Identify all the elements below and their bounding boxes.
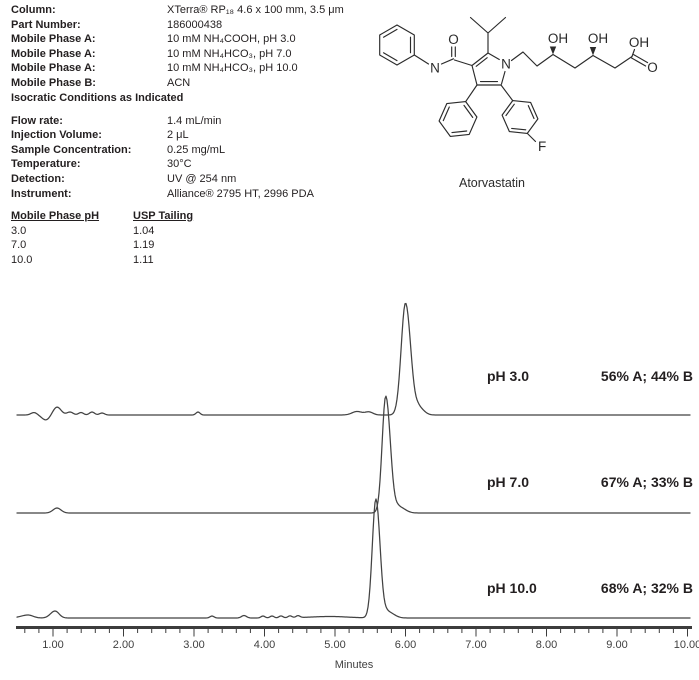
stereo-wedge-1 [549, 46, 557, 55]
usp-tailing-table: Mobile Phase pH USP Tailing 3.0 1.04 7.0 1.… [11, 209, 193, 267]
condition-label: Isocratic Conditions as Indicated [11, 91, 184, 104]
tick-label: 3.00 [183, 639, 204, 651]
mobile-phase-composition: 67% A; 33% B [600, 474, 693, 490]
condition-label: Mobile Phase A: [11, 62, 96, 75]
condition-row: Temperature: 30°C [11, 157, 356, 172]
axis-ticks [24, 629, 688, 637]
condition-row: Mobile Phase A: 10 mM NH₄HCO₃, pH 7.0 [11, 47, 356, 62]
condition-value: XTerra® RP₁₈ 4.6 x 100 mm, 3.5 μm [167, 4, 344, 16]
hydroxyl-2-label: OH [588, 31, 608, 46]
trace-paths [16, 302, 691, 619]
acid-oxygen-label: O [647, 60, 658, 75]
molecule-drawing: N O N OH OH OH O [379, 16, 658, 190]
usp-tailing-value: 1.19 [133, 239, 155, 252]
tick-label: 10.00 [674, 639, 699, 651]
mobile-phase-composition: 68% A; 32% B [600, 580, 693, 596]
condition-row: Flow rate: 1.4 mL/min [11, 114, 356, 129]
tick-label: 7.00 [465, 639, 486, 651]
ph-label: pH 3.0 [487, 368, 530, 384]
ph-label: pH 10.0 [487, 580, 537, 596]
trace-annotation-ph3: pH 3.0 56% A; 44% B [0, 368, 699, 384]
usp-ph-value: 3.0 [11, 224, 27, 237]
tick-label: 2.00 [113, 639, 134, 651]
trace-annotation-ph7: pH 7.0 67% A; 33% B [0, 474, 699, 490]
usp-ph-value: 7.0 [11, 239, 27, 252]
condition-value: 10 mM NH₄HCO₃, pH 10.0 [167, 62, 298, 75]
condition-label: Instrument: [11, 187, 72, 200]
condition-label: Part Number: [11, 18, 81, 31]
pyrrole-ring [471, 52, 506, 86]
table-row: 3.0 1.04 [11, 224, 193, 239]
amide-nitrogen-label: N [430, 61, 440, 76]
chromatogram-trace-ph-3-0 [16, 302, 691, 421]
condition-row: Mobile Phase A: 10 mM NH₄COOH, pH 3.0 [11, 32, 356, 47]
table-row: 7.0 1.19 [11, 238, 193, 253]
condition-row: Part Number: 186000438 [11, 18, 356, 33]
method-conditions: Column: XTerra® RP₁₈ 4.6 x 100 mm, 3.5 μm… [11, 3, 356, 201]
chromatogram-svg: 1.00 2.00 3.00 4.00 5.00 6.00 7.00 8.00 … [16, 302, 699, 671]
phenyl-ring-bottom [438, 101, 478, 137]
condition-row: Mobile Phase B: ACN [11, 76, 356, 91]
condition-label: Column: [11, 4, 56, 16]
tick-label: 9.00 [606, 639, 627, 651]
usp-ph-value: 10.0 [11, 253, 33, 266]
usp-tailing-value: 1.04 [133, 224, 155, 237]
condition-label: Temperature: [11, 158, 81, 171]
condition-value: 10 mM NH₄HCO₃, pH 7.0 [167, 47, 292, 60]
condition-label: Mobile Phase A: [11, 33, 96, 46]
fluorine-label: F [538, 139, 546, 154]
condition-value: ACN [167, 76, 191, 89]
tick-label: 1.00 [42, 639, 63, 651]
x-axis-title: Minutes [335, 659, 374, 671]
tick-label: 8.00 [536, 639, 557, 651]
isopropyl-group [469, 16, 507, 54]
condition-row: Sample Concentration: 0.25 mg/mL [11, 143, 356, 158]
condition-row: Instrument: Alliance® 2795 HT, 2996 PDA [11, 187, 356, 202]
condition-value: 0.25 mg/mL [167, 143, 226, 156]
molecule-name: Atorvastatin [459, 176, 525, 190]
usp-tailing-value: 1.11 [133, 253, 154, 266]
axis-tick-labels: 1.00 2.00 3.00 4.00 5.00 6.00 7.00 8.00 … [42, 639, 699, 651]
usp-header-row: Mobile Phase pH USP Tailing [11, 209, 193, 224]
condition-value: 30°C [167, 158, 192, 171]
condition-value: 186000438 [167, 18, 223, 31]
usp-col1-header: Mobile Phase pH [11, 210, 100, 222]
chromatogram-trace-ph-10-0 [16, 498, 691, 619]
tick-label: 5.00 [324, 639, 345, 651]
condition-label: Injection Volume: [11, 129, 102, 142]
molecule-structure: N O N OH OH OH O [360, 0, 699, 200]
condition-label: Mobile Phase B: [11, 76, 96, 89]
dihydroxyheptanoic-chain [510, 51, 633, 69]
trace-annotation-ph10: pH 10.0 68% A; 32% B [0, 580, 699, 596]
carbonyl-oxygen-label: O [448, 32, 459, 47]
tick-label: 4.00 [254, 639, 275, 651]
condition-row: Mobile Phase A: 10 mM NH₄HCO₃, pH 10.0 [11, 61, 356, 76]
phenyl-ring-left [379, 24, 415, 66]
condition-label: Flow rate: [11, 114, 63, 127]
acid-hydroxyl-label: OH [629, 35, 649, 50]
condition-row: Injection Volume: 2 μL [11, 128, 356, 143]
hydroxyl-1-label: OH [548, 31, 568, 46]
condition-value: 2 μL [167, 129, 189, 142]
stereo-wedge-2 [589, 47, 597, 56]
fluorophenyl-ring [501, 100, 539, 134]
condition-label: Detection: [11, 173, 65, 186]
condition-value: 10 mM NH₄COOH, pH 3.0 [167, 33, 296, 46]
condition-row: Column: XTerra® RP₁₈ 4.6 x 100 mm, 3.5 μm [11, 3, 356, 18]
tick-label: 6.00 [395, 639, 416, 651]
chromatogram-trace-ph-7-0 [16, 395, 691, 514]
condition-row: Isocratic Conditions as Indicated [11, 91, 356, 106]
condition-value: UV @ 254 nm [167, 173, 237, 186]
ph-label: pH 7.0 [487, 474, 530, 490]
condition-value: Alliance® 2795 HT, 2996 PDA [167, 187, 314, 200]
usp-col2-header: USP Tailing [133, 210, 194, 222]
condition-label: Sample Concentration: [11, 143, 132, 156]
pyrrole-nitrogen-label: N [501, 57, 511, 72]
table-row: 10.0 1.11 [11, 253, 193, 268]
condition-row: Detection: UV @ 254 nm [11, 172, 356, 187]
condition-label: Mobile Phase A: [11, 47, 96, 60]
mobile-phase-composition: 56% A; 44% B [600, 368, 693, 384]
condition-value: 1.4 mL/min [167, 114, 222, 127]
